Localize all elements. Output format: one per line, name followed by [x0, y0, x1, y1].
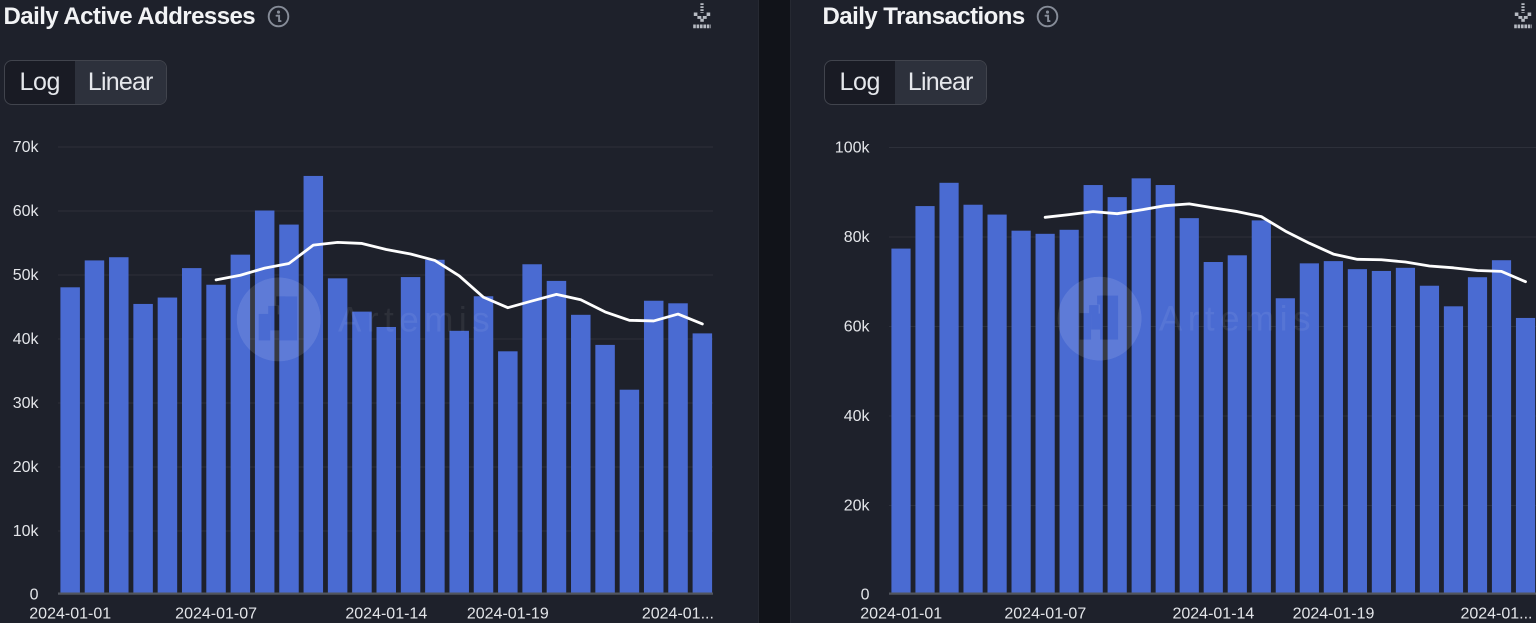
svg-text:2024-01...: 2024-01...: [642, 606, 714, 623]
svg-text:60k: 60k: [13, 203, 40, 220]
svg-text:2024-01-07: 2024-01-07: [1004, 606, 1086, 623]
svg-text:40k: 40k: [844, 408, 871, 425]
svg-text:60k: 60k: [844, 319, 871, 336]
svg-text:30k: 30k: [13, 395, 40, 412]
svg-text:50k: 50k: [13, 267, 40, 284]
svg-text:2024-01-14: 2024-01-14: [1172, 606, 1254, 623]
svg-text:2024-01-19: 2024-01-19: [467, 606, 549, 623]
svg-text:2024-01-01: 2024-01-01: [29, 606, 111, 623]
svg-text:80k: 80k: [844, 229, 871, 246]
svg-text:2024-01-07: 2024-01-07: [175, 606, 257, 623]
svg-text:2024-01-19: 2024-01-19: [1293, 606, 1375, 623]
svg-text:40k: 40k: [13, 331, 40, 348]
svg-text:100k: 100k: [835, 140, 871, 157]
svg-text:2024-01-14: 2024-01-14: [345, 606, 427, 623]
svg-text:10k: 10k: [13, 523, 40, 540]
svg-text:70k: 70k: [13, 139, 40, 156]
svg-text:2024-01...: 2024-01...: [1460, 606, 1532, 623]
svg-text:Artemis: Artemis: [1159, 300, 1316, 339]
svg-text:2024-01-01: 2024-01-01: [860, 606, 942, 623]
svg-text:20k: 20k: [13, 459, 40, 476]
svg-text:0: 0: [861, 587, 870, 604]
svg-text:Artemis: Artemis: [338, 300, 495, 339]
svg-text:20k: 20k: [844, 498, 871, 515]
svg-text:0: 0: [30, 587, 39, 604]
